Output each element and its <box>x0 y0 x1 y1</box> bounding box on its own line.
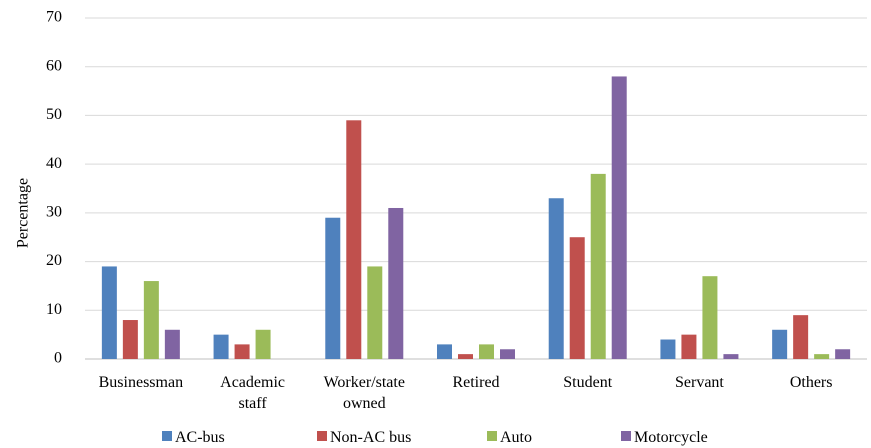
bar-non-ac-bus <box>346 120 362 359</box>
bar-non-ac-bus <box>569 237 585 359</box>
bar-ac-bus <box>101 266 117 359</box>
legend-label: Motorcycle <box>634 429 708 446</box>
y-tick-label: 30 <box>46 204 62 221</box>
y-tick-label: 10 <box>46 301 62 318</box>
x-category-label: Worker/state owned <box>324 374 405 412</box>
x-category-label: Student <box>563 374 612 391</box>
bar-motorcycle <box>723 354 739 359</box>
legend-label: AC-bus <box>175 429 225 446</box>
bar-ac-bus <box>772 329 788 359</box>
legend-swatch <box>317 431 327 441</box>
y-tick-label: 70 <box>46 9 62 26</box>
legend-swatch <box>162 431 172 441</box>
bar-motorcycle <box>500 349 515 359</box>
bar-ac-bus <box>213 334 229 359</box>
y-axis-ticks: 0 10 20 30 40 50 60 70 <box>46 9 62 367</box>
bar-auto <box>255 329 271 359</box>
bar-auto <box>143 281 159 359</box>
bar-ac-bus <box>325 217 341 359</box>
bar-ac-bus <box>548 198 564 359</box>
x-axis-categories: Businessman Academic staff Worker/state owne… <box>99 374 833 412</box>
bar-auto <box>814 354 830 359</box>
legend-swatch <box>487 431 497 441</box>
x-category-label: Retired <box>452 374 499 391</box>
bar-non-ac-bus <box>681 334 697 359</box>
legend-swatch <box>621 431 631 441</box>
bars <box>101 76 851 359</box>
bar-motorcycle <box>835 349 851 359</box>
legend-label: Non-AC bus <box>330 429 411 446</box>
gridlines <box>85 17 867 360</box>
bar-ac-bus <box>437 344 452 359</box>
bar-motorcycle <box>388 207 404 359</box>
y-tick-label: 0 <box>54 350 62 367</box>
bar-motorcycle <box>611 76 627 359</box>
y-tick-label: 60 <box>46 57 62 74</box>
legend-label: Auto <box>500 429 532 446</box>
y-tick-label: 50 <box>46 106 62 123</box>
bar-auto <box>367 266 383 359</box>
bar-auto <box>702 276 718 359</box>
bar-auto <box>590 173 606 359</box>
x-category-label: Academic staff <box>220 374 285 412</box>
y-tick-label: 40 <box>46 155 62 172</box>
x-category-label: Businessman <box>99 374 183 391</box>
x-category-label: Others <box>790 374 833 391</box>
x-category-label: Servant <box>675 374 724 391</box>
bar-non-ac-bus <box>234 344 250 359</box>
bar-motorcycle <box>164 329 180 359</box>
y-axis-label: Percentage <box>15 178 32 248</box>
bar-non-ac-bus <box>458 354 473 359</box>
y-tick-label: 20 <box>46 252 62 269</box>
legend: AC-bus Non-AC bus Auto Motorcycle <box>162 429 708 446</box>
bar-ac-bus <box>660 339 676 359</box>
bar-auto <box>479 344 494 359</box>
bar-non-ac-bus <box>122 320 138 359</box>
bar-non-ac-bus <box>793 315 809 359</box>
